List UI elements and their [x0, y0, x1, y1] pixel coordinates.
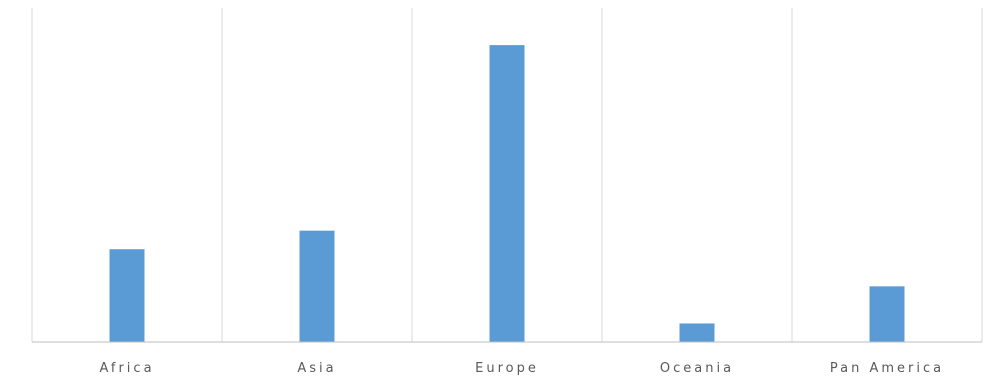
x-axis-tick-labels: Africa Asia Europe Oceania Pan America — [99, 361, 944, 376]
bar-oceania — [679, 323, 715, 342]
bar-europe — [489, 45, 525, 342]
x-tick-label: Africa — [99, 361, 154, 376]
bar-asia — [299, 230, 335, 342]
bar-series — [109, 45, 905, 342]
x-tick-label: Asia — [297, 361, 336, 376]
x-tick-label: Europe — [475, 361, 539, 376]
x-tick-label: Oceania — [660, 361, 734, 376]
bar-africa — [109, 249, 145, 342]
x-tick-label: Pan America — [830, 361, 944, 376]
bar-pan-america — [869, 286, 905, 342]
category-grid — [31, 8, 983, 342]
